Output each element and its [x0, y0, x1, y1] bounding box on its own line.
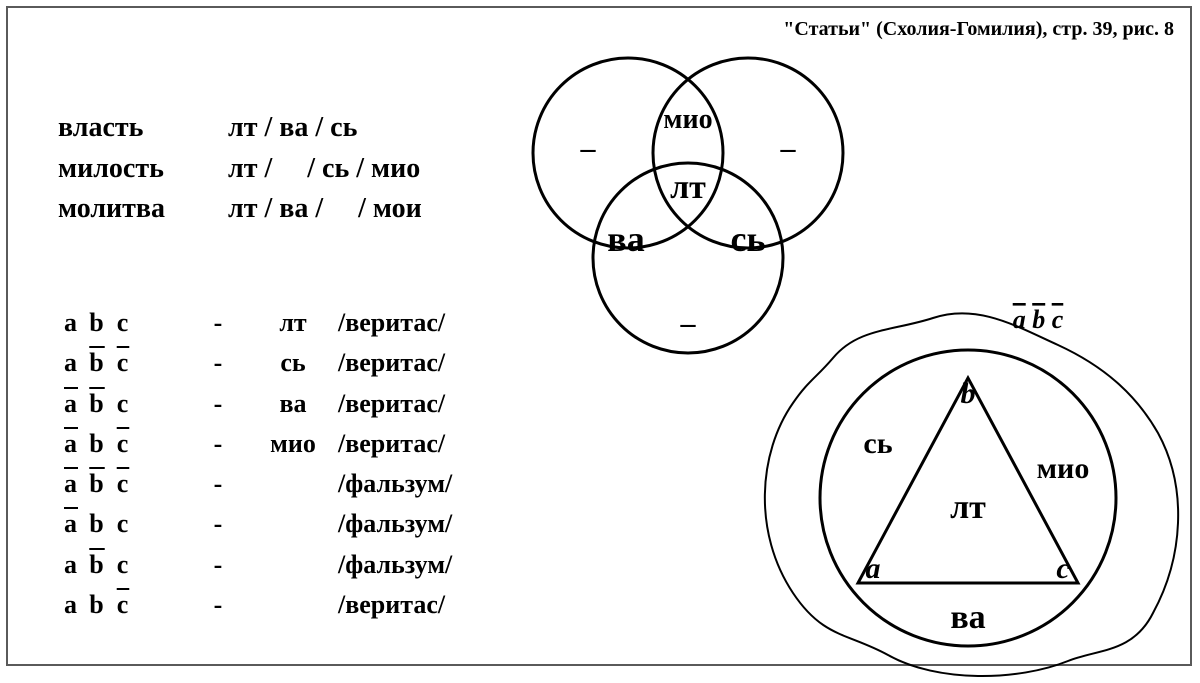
truth-vars: abc	[58, 303, 188, 343]
word-label: молитва	[58, 189, 228, 230]
truth-result: /веритас/	[338, 585, 445, 625]
page-frame: "Статьи" (Схолия-Гомилия), стр. 39, рис.…	[6, 6, 1192, 666]
region-bottom: ва	[950, 599, 985, 636]
truth-result: /веритас/	[338, 384, 445, 424]
truth-result: /веритас/	[338, 343, 445, 383]
truth-result: /фальзум/	[338, 545, 452, 585]
truth-row: abc- /фальзум/	[58, 545, 452, 585]
vertex-top: b	[961, 377, 976, 410]
truth-syllable: сь	[248, 343, 338, 383]
dash: -	[188, 424, 248, 464]
truth-vars: abc	[58, 384, 188, 424]
dash: -	[188, 585, 248, 625]
outer-abc-label: a b c	[1013, 305, 1064, 334]
truth-row: abc- /веритас/	[58, 585, 452, 625]
dash: -	[188, 464, 248, 504]
triangle-diagram: b a c лт сь мио ва a b c	[738, 283, 1198, 678]
truth-row: abc-лт/веритас/	[58, 303, 452, 343]
venn-label-AC: ва	[607, 219, 644, 259]
venn-label-ABC: лт	[670, 169, 706, 206]
truth-syllable: мио	[248, 424, 338, 464]
truth-vars: abc	[58, 464, 188, 504]
region-center: лт	[950, 489, 986, 526]
dash: -	[188, 343, 248, 383]
region-right: мио	[1037, 452, 1090, 485]
truth-vars: abc	[58, 585, 188, 625]
dash: -	[188, 384, 248, 424]
truth-row: abc- /фальзум/	[58, 464, 452, 504]
truth-syllable: ва	[248, 384, 338, 424]
truth-result: /веритас/	[338, 303, 445, 343]
truth-row: abc- /фальзум/	[58, 504, 452, 544]
word-decomp: лт / ва / сь	[228, 112, 357, 143]
dash: -	[188, 303, 248, 343]
word-decomposition-list: властьлт / ва / сьмилостьлт / / сь / мио…	[58, 108, 422, 230]
word-row: властьлт / ва / сь	[58, 108, 422, 149]
truth-result: /фальзум/	[338, 464, 452, 504]
vertex-br: c	[1056, 552, 1069, 585]
truth-row: abc-ва/веритас/	[58, 384, 452, 424]
word-row: милостьлт / / сь / мио	[58, 149, 422, 190]
word-label: милость	[58, 149, 228, 190]
truth-result: /веритас/	[338, 424, 445, 464]
venn-label-B: –	[780, 132, 797, 165]
venn-label-C: –	[680, 307, 697, 340]
truth-vars: abc	[58, 424, 188, 464]
region-left: сь	[863, 427, 892, 460]
word-row: молитвалт / ва / / мои	[58, 189, 422, 230]
venn-label-A: –	[580, 132, 597, 165]
word-decomp: лт / ва / / мои	[228, 193, 422, 224]
truth-syllable: лт	[248, 303, 338, 343]
dash: -	[188, 504, 248, 544]
venn-label-BC: сь	[730, 219, 765, 259]
truth-vars: abc	[58, 343, 188, 383]
truth-row: abc-мио/веритас/	[58, 424, 452, 464]
truth-vars: abc	[58, 504, 188, 544]
truth-row: abc-сь/веритас/	[58, 343, 452, 383]
venn-label-AB: мио	[663, 104, 712, 135]
dash: -	[188, 545, 248, 585]
truth-vars: abc	[58, 545, 188, 585]
word-label: власть	[58, 108, 228, 149]
vertex-bl: a	[866, 552, 881, 585]
truth-result: /фальзум/	[338, 504, 452, 544]
word-decomp: лт / / сь / мио	[228, 153, 420, 184]
truth-table: abc-лт/веритас/abc-сь/веритас/abc-ва/вер…	[58, 303, 452, 625]
